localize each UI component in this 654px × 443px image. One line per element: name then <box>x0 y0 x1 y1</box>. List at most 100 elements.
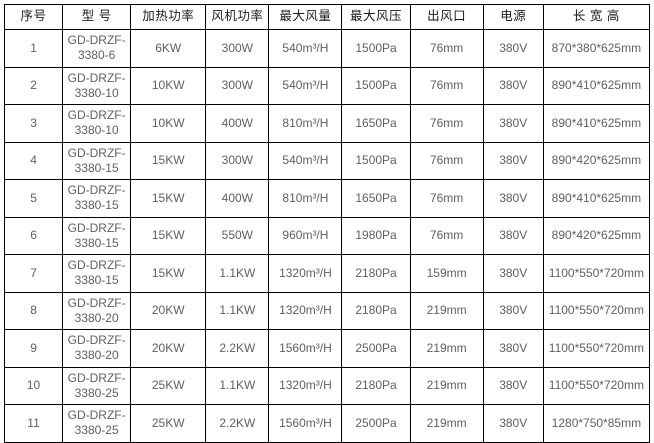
table-body: 1 GD-DRZF- 3380-6 6KW 300W 540m³/H 1500Pa… <box>3 29 651 443</box>
cell-power-supply: 380V <box>482 104 544 143</box>
cell-max-pressure: 1500Pa <box>341 66 411 105</box>
model-line-2: 3380-10 <box>74 123 119 138</box>
cell-heating-power: 15KW <box>130 179 207 218</box>
column-header-heating-power: 加热功率 <box>130 4 207 30</box>
cell-dimensions: 870*380*625mm <box>542 29 651 68</box>
model-line-1: GD-DRZF- <box>67 108 126 123</box>
cell-max-airflow: 540m³/H <box>268 29 343 68</box>
cell-max-pressure: 1650Pa <box>341 104 411 143</box>
cell-air-outlet: 219mm <box>409 329 484 368</box>
specification-table-container: 序号 型 号 加热功率 风机功率 最大风量 最大风压 出风口 电源 长 宽 高 … <box>3 4 651 443</box>
model-line-2: 3380-15 <box>74 198 119 213</box>
cell-max-airflow: 810m³/H <box>268 104 343 143</box>
table-row: 5 GD-DRZF- 3380-15 15KW 400W 810m³/H 1650… <box>3 179 651 218</box>
cell-max-airflow: 1320m³/H <box>268 291 343 330</box>
cell-index: 9 <box>3 329 64 368</box>
cell-max-pressure: 2180Pa <box>341 291 411 330</box>
cell-index: 1 <box>3 29 64 68</box>
cell-dimensions: 1280*750*85mm <box>542 404 651 443</box>
column-header-max-airflow: 最大风量 <box>268 4 343 30</box>
cell-max-airflow: 960m³/H <box>268 216 343 255</box>
model-line-2: 3380-20 <box>74 310 119 325</box>
cell-power-supply: 380V <box>482 29 544 68</box>
table-header: 序号 型 号 加热功率 风机功率 最大风量 最大风压 出风口 电源 长 宽 高 <box>3 4 651 30</box>
cell-model: GD-DRZF- 3380-10 <box>62 66 132 105</box>
cell-max-airflow: 1320m³/H <box>268 254 343 293</box>
cell-dimensions: 890*410*625mm <box>542 179 651 218</box>
cell-heating-power: 10KW <box>130 104 207 143</box>
column-header-power-supply: 电源 <box>482 4 544 30</box>
cell-max-airflow: 1560m³/H <box>268 404 343 443</box>
cell-max-pressure: 1650Pa <box>341 179 411 218</box>
cell-heating-power: 15KW <box>130 141 207 180</box>
table-row: 9 GD-DRZF- 3380-20 20KW 2.2KW 1560m³/H 25… <box>3 329 651 368</box>
column-header-max-pressure: 最大风压 <box>341 4 411 30</box>
cell-model: GD-DRZF- 3380-10 <box>62 104 132 143</box>
model-line-1: GD-DRZF- <box>67 295 126 310</box>
cell-power-supply: 380V <box>482 291 544 330</box>
model-line-2: 3380-10 <box>74 85 119 100</box>
cell-max-airflow: 540m³/H <box>268 66 343 105</box>
cell-power-supply: 380V <box>482 179 544 218</box>
cell-dimensions: 1100*550*720mm <box>542 254 651 293</box>
cell-power-supply: 380V <box>482 254 544 293</box>
table-row: 10 GD-DRZF- 3380-25 25KW 1.1KW 1320m³/H 2… <box>3 366 651 405</box>
cell-air-outlet: 219mm <box>409 291 484 330</box>
cell-fan-power: 400W <box>205 179 270 218</box>
cell-fan-power: 2.2KW <box>205 329 270 368</box>
cell-model: GD-DRZF- 3380-25 <box>62 366 132 405</box>
column-header-air-outlet: 出风口 <box>409 4 484 30</box>
cell-index: 7 <box>3 254 64 293</box>
cell-power-supply: 380V <box>482 141 544 180</box>
cell-index: 6 <box>3 216 64 255</box>
model-line-1: GD-DRZF- <box>67 70 126 85</box>
model-line-1: GD-DRZF- <box>67 183 126 198</box>
cell-fan-power: 300W <box>205 141 270 180</box>
cell-index: 10 <box>3 366 64 405</box>
table-row: 7 GD-DRZF- 3380-15 15KW 1.1KW 1320m³/H 21… <box>3 254 651 293</box>
model-line-1: GD-DRZF- <box>67 370 126 385</box>
cell-model: GD-DRZF- 3380-15 <box>62 179 132 218</box>
cell-power-supply: 380V <box>482 404 544 443</box>
cell-model: GD-DRZF- 3380-15 <box>62 216 132 255</box>
cell-index: 3 <box>3 104 64 143</box>
cell-air-outlet: 159mm <box>409 254 484 293</box>
column-header-dimensions: 长 宽 高 <box>542 4 651 30</box>
table-row: 6 GD-DRZF- 3380-15 15KW 550W 960m³/H 1980… <box>3 216 651 255</box>
cell-max-airflow: 1320m³/H <box>268 366 343 405</box>
cell-max-pressure: 2180Pa <box>341 254 411 293</box>
cell-heating-power: 15KW <box>130 254 207 293</box>
cell-max-pressure: 2500Pa <box>341 404 411 443</box>
model-line-2: 3380-6 <box>77 48 116 63</box>
cell-fan-power: 1.1KW <box>205 254 270 293</box>
cell-heating-power: 25KW <box>130 404 207 443</box>
cell-model: GD-DRZF- 3380-6 <box>62 29 132 68</box>
model-line-2: 3380-15 <box>74 273 119 288</box>
cell-max-pressure: 2180Pa <box>341 366 411 405</box>
cell-heating-power: 20KW <box>130 329 207 368</box>
cell-dimensions: 890*420*625mm <box>542 216 651 255</box>
cell-air-outlet: 219mm <box>409 366 484 405</box>
model-line-2: 3380-15 <box>74 160 119 175</box>
table-row: 2 GD-DRZF- 3380-10 10KW 300W 540m³/H 1500… <box>3 66 651 105</box>
cell-index: 5 <box>3 179 64 218</box>
cell-fan-power: 1.1KW <box>205 291 270 330</box>
model-line-1: GD-DRZF- <box>67 145 126 160</box>
cell-fan-power: 300W <box>205 29 270 68</box>
cell-max-airflow: 810m³/H <box>268 179 343 218</box>
cell-heating-power: 15KW <box>130 216 207 255</box>
model-line-2: 3380-20 <box>74 348 119 363</box>
table-row: 8 GD-DRZF- 3380-20 20KW 1.1KW 1320m³/H 21… <box>3 291 651 330</box>
model-line-1: GD-DRZF- <box>67 33 126 48</box>
cell-dimensions: 1100*550*720mm <box>542 329 651 368</box>
cell-air-outlet: 76mm <box>409 216 484 255</box>
table-header-row: 序号 型 号 加热功率 风机功率 最大风量 最大风压 出风口 电源 长 宽 高 <box>3 4 651 30</box>
model-line-1: GD-DRZF- <box>67 258 126 273</box>
cell-air-outlet: 76mm <box>409 29 484 68</box>
cell-air-outlet: 219mm <box>409 404 484 443</box>
cell-max-airflow: 540m³/H <box>268 141 343 180</box>
cell-fan-power: 550W <box>205 216 270 255</box>
cell-index: 8 <box>3 291 64 330</box>
product-specification-table: 序号 型 号 加热功率 风机功率 最大风量 最大风压 出风口 电源 长 宽 高 … <box>3 4 651 443</box>
cell-max-pressure: 1500Pa <box>341 141 411 180</box>
